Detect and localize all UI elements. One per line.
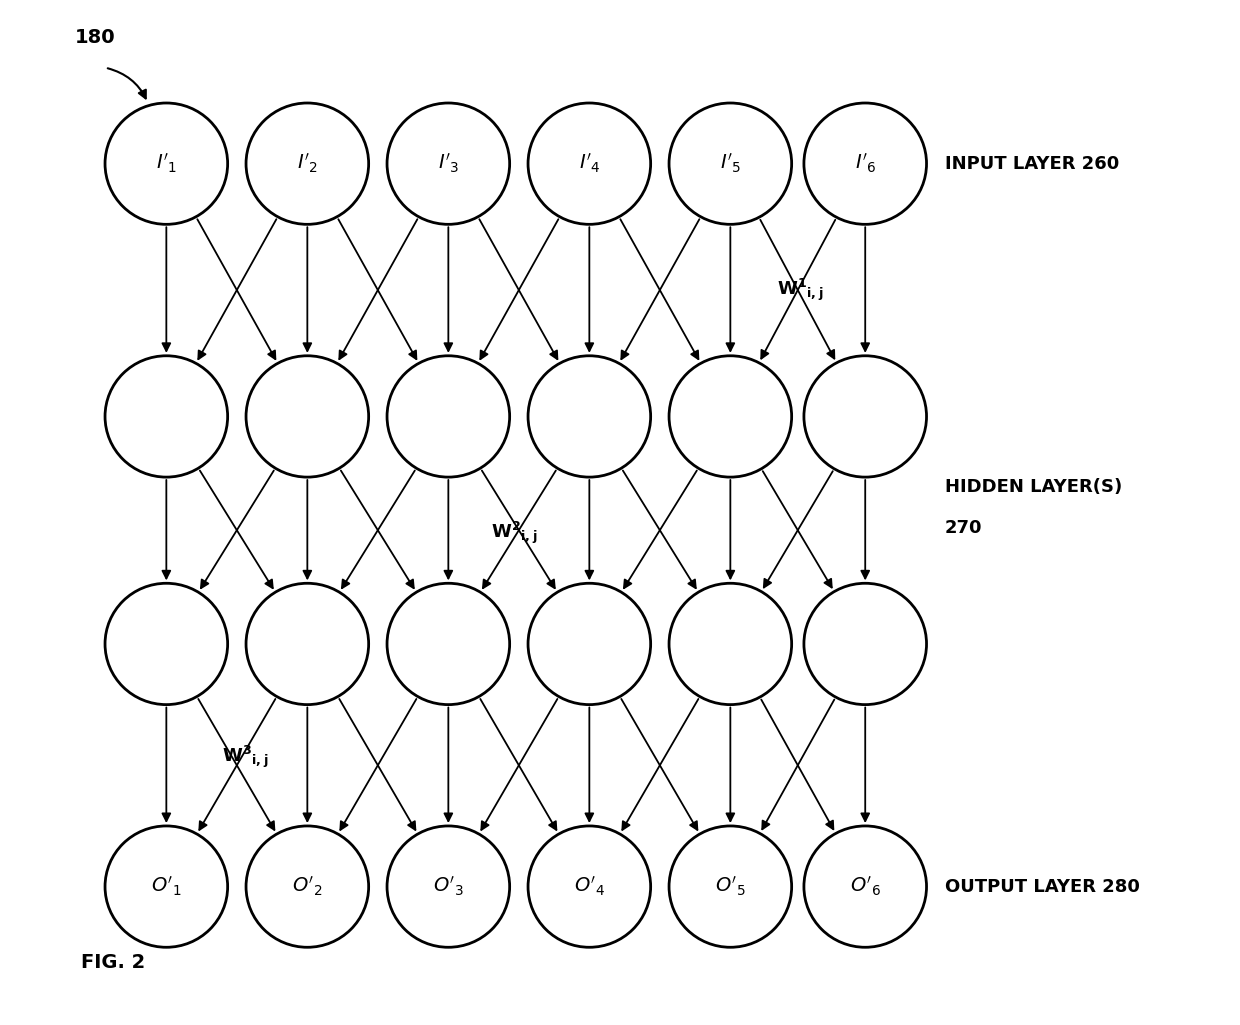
Text: $\mathit{O'_{1}}$: $\mathit{O'_{1}}$ [151,875,181,898]
Ellipse shape [246,583,368,704]
Text: OUTPUT LAYER 280: OUTPUT LAYER 280 [945,877,1140,896]
Ellipse shape [105,826,228,947]
Text: $\mathbf{W^2}_{\mathbf{i,j}}$: $\mathbf{W^2}_{\mathbf{i,j}}$ [491,520,538,546]
Ellipse shape [387,583,510,704]
Ellipse shape [804,583,926,704]
Text: $\mathit{O'_{6}}$: $\mathit{O'_{6}}$ [849,875,880,898]
Text: 270: 270 [945,519,982,537]
Text: $\mathit{I'_{6}}$: $\mathit{I'_{6}}$ [854,152,875,175]
Ellipse shape [105,583,228,704]
Ellipse shape [246,826,368,947]
Text: HIDDEN LAYER(S): HIDDEN LAYER(S) [945,479,1122,496]
Ellipse shape [670,583,791,704]
Ellipse shape [528,356,651,477]
Ellipse shape [528,826,651,947]
Ellipse shape [804,826,926,947]
Text: INPUT LAYER 260: INPUT LAYER 260 [945,155,1120,172]
Ellipse shape [670,102,791,224]
Ellipse shape [105,102,228,224]
Ellipse shape [387,356,510,477]
Text: FIG. 2: FIG. 2 [81,953,145,972]
Ellipse shape [387,102,510,224]
Text: $\mathbf{W^3}_{\mathbf{i,j}}$: $\mathbf{W^3}_{\mathbf{i,j}}$ [222,744,268,771]
Ellipse shape [528,583,651,704]
Ellipse shape [246,102,368,224]
Ellipse shape [528,102,651,224]
Ellipse shape [387,826,510,947]
Text: $\mathit{O'_{3}}$: $\mathit{O'_{3}}$ [433,875,464,898]
Text: $\mathbf{W^1}_{\mathbf{i,j}}$: $\mathbf{W^1}_{\mathbf{i,j}}$ [777,277,823,303]
Ellipse shape [105,356,228,477]
Text: $\mathit{O'_{4}}$: $\mathit{O'_{4}}$ [574,875,605,898]
Ellipse shape [246,356,368,477]
Text: $\mathit{O'_{2}}$: $\mathit{O'_{2}}$ [293,875,322,898]
Text: $\mathit{I'_{4}}$: $\mathit{I'_{4}}$ [579,152,600,175]
Ellipse shape [804,356,926,477]
Ellipse shape [670,826,791,947]
Text: $\mathit{I'_{5}}$: $\mathit{I'_{5}}$ [720,152,740,175]
Ellipse shape [670,356,791,477]
Text: $\mathit{I'_{1}}$: $\mathit{I'_{1}}$ [156,152,177,175]
Text: $\mathit{O'_{5}}$: $\mathit{O'_{5}}$ [715,875,745,898]
Text: $\mathit{I'_{3}}$: $\mathit{I'_{3}}$ [438,152,459,175]
Text: 180: 180 [74,29,115,47]
Text: $\mathit{I'_{2}}$: $\mathit{I'_{2}}$ [296,152,317,175]
Ellipse shape [804,102,926,224]
